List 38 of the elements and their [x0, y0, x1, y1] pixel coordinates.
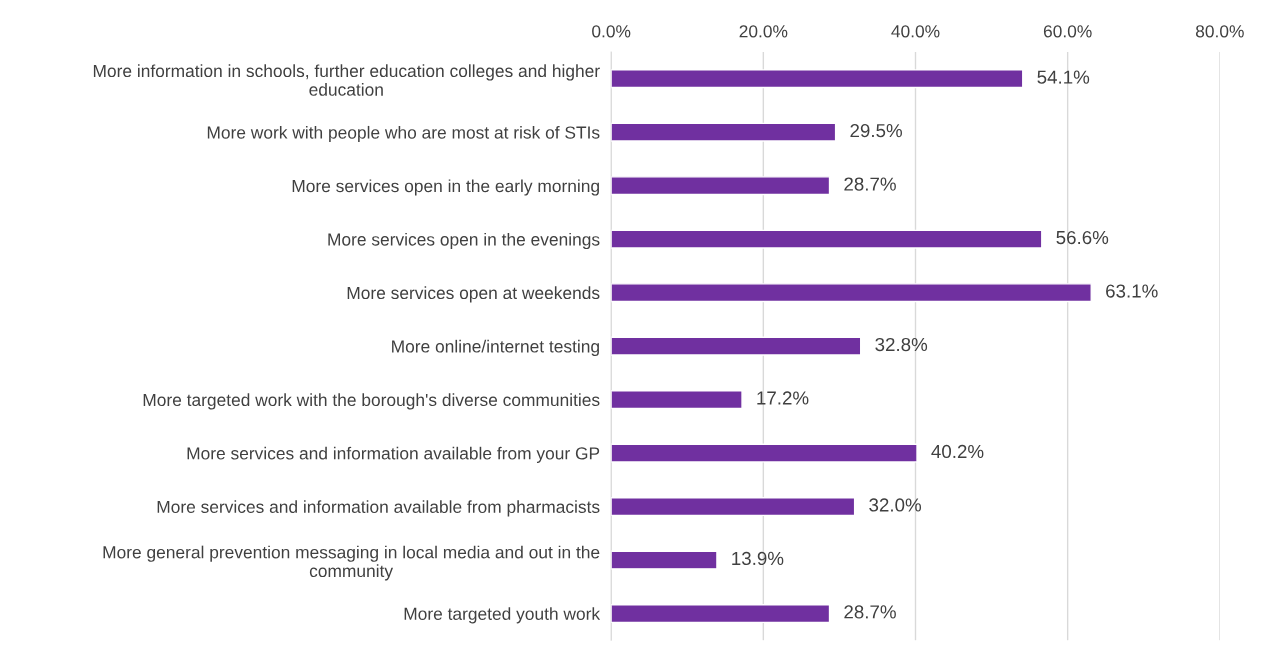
data-label: 32.8%	[875, 337, 928, 352]
y-tick-label: More targeted youth work	[404, 607, 601, 624]
bar	[611, 443, 918, 463]
y-tick-label: More services and information available from your GP	[187, 446, 600, 463]
bar	[611, 390, 743, 410]
bar	[611, 283, 1092, 303]
bar	[611, 69, 1024, 89]
bar	[611, 176, 831, 196]
bar	[611, 603, 831, 624]
bar	[611, 122, 837, 142]
x-tick-label: 40.0%	[891, 25, 940, 38]
data-label: 54.1%	[1037, 70, 1090, 84]
data-label: 40.2%	[931, 444, 984, 459]
y-tick-label: More general prevention messaging in local media and out in the community	[103, 545, 600, 581]
bar	[611, 229, 1043, 249]
data-label: 29.5%	[850, 123, 902, 138]
y-tick-label: More services open at weekends	[347, 286, 600, 303]
bar	[611, 336, 862, 356]
bar	[611, 497, 856, 517]
y-tick-label: More services and information available from pharmacists	[157, 500, 600, 517]
y-tick-label: More services open in the early morning	[292, 179, 599, 196]
data-label: 56.6%	[1056, 230, 1109, 245]
y-tick-label: More online/internet testing	[392, 339, 599, 357]
data-label: 13.9%	[732, 551, 784, 566]
y-tick-label: More information in schools, further education colleges and higher education	[93, 64, 600, 96]
x-tick-label: 60.0%	[1043, 25, 1092, 38]
data-label: 63.1%	[1106, 284, 1158, 298]
x-tick-label: 80.0%	[1195, 25, 1244, 38]
x-tick-label: 20.0%	[739, 25, 788, 38]
y-tick-label: More services open in the evenings	[328, 232, 600, 250]
data-label: 17.2%	[757, 391, 809, 405]
x-tick-label: 0.0%	[592, 25, 631, 38]
y-tick-label: More work with people who are most at risk of STIs	[207, 125, 600, 143]
data-label: 28.7%	[844, 605, 896, 619]
data-label: 28.7%	[844, 177, 896, 191]
bar	[611, 550, 718, 570]
y-tick-label: More targeted work with the borough's diverse communities	[143, 393, 600, 410]
data-label: 32.0%	[869, 498, 922, 512]
